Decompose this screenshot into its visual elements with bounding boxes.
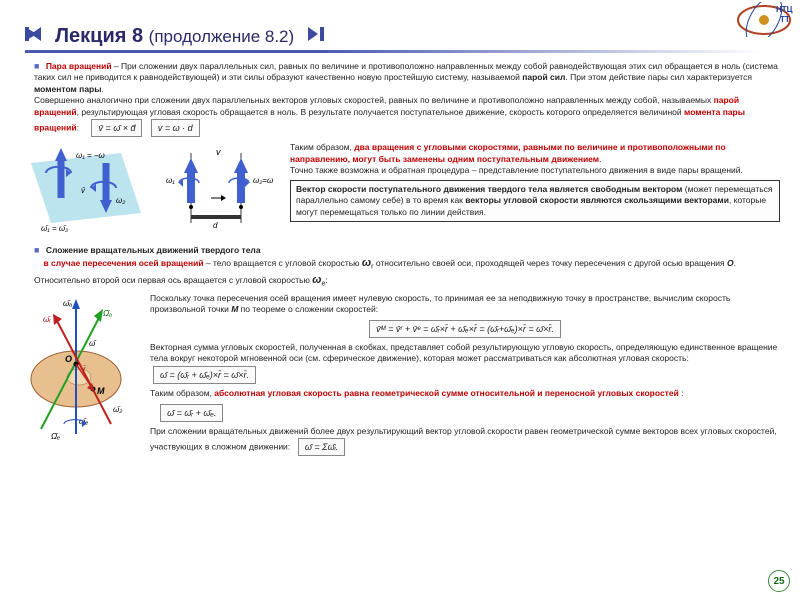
svg-text:ω̄₁ = ω̄₂: ω̄₁ = ω̄₂: [41, 224, 68, 233]
slide-content: ■ Пара вращений – При сложении двух пара…: [20, 58, 780, 457]
svg-text:ω̄ₐ: ω̄ₐ: [63, 299, 72, 308]
row-diagrams-2: ω̄ₐ Ω̄ₐ ω̄ᵣ O M r̄ ω̄ₑ ω̄₂ ω̄ Ω̄ₑ: [20, 293, 780, 457]
title-main: Лекция 8: [55, 25, 143, 47]
svg-text:ω̄: ω̄: [89, 339, 97, 348]
formula-vm: v̄ᴹ = v̄ʳ + v̄ᵉ = ω̄ᵣ×r̄ + ω̄ₑ×r̄ = (ω̄ᵣ…: [369, 320, 561, 338]
svg-text:ω₁ = −ω: ω₁ = −ω: [76, 151, 105, 160]
section2-head: Сложение вращательных движений твердого …: [46, 245, 261, 255]
title-underline: [25, 50, 765, 53]
bullet-icon: ■: [34, 245, 39, 255]
diagram-pair-rotation-1: ω₁ = −ω ω₂ v̄ ω̄₁ = ω̄₂: [20, 142, 152, 237]
svg-text:ω₁: ω₁: [166, 176, 175, 185]
nav-prev-icon[interactable]: [25, 25, 43, 48]
svg-text:d: d: [213, 221, 218, 230]
block2-text: Поскольку точка пересечения осей вращени…: [150, 293, 780, 457]
title-sub: (продолжение 8.2): [149, 27, 295, 46]
page-number: 25: [768, 570, 790, 592]
svg-text:O: O: [65, 354, 72, 364]
page-title: Лекция 8 (продолжение 8.2): [51, 25, 298, 48]
formula-omega-sum: ω̄ = (ω̄ᵣ + ω̄ₑ)×r̄ = ω̄×r̄.: [153, 366, 256, 384]
slide-header: Лекция 8 (продолжение 8.2): [25, 25, 324, 48]
section1-lead: Пара вращений: [46, 61, 112, 71]
diagram-pair-rotation-2: d v ω₁ ω₂=ω: [160, 142, 282, 237]
svg-text:ТТ: ТТ: [780, 15, 790, 24]
formula-v-vec: v̄ = ω̄ × d̄: [91, 119, 142, 137]
formula-omega-sigma: ω̄ = Σω̄ᵢ.: [298, 438, 345, 456]
svg-text:v: v: [216, 147, 221, 157]
diagram-sphere-rotation: ω̄ₐ Ω̄ₐ ω̄ᵣ O M r̄ ω̄ₑ ω̄₂ ω̄ Ω̄ₑ: [20, 293, 142, 448]
block1-infobox: Вектор скорости поступательного движения…: [290, 180, 780, 222]
section1-text: ■ Пара вращений – При сложении двух пара…: [34, 60, 780, 138]
svg-text:НТЦ: НТЦ: [776, 5, 793, 14]
svg-text:ω₂: ω₂: [116, 196, 125, 205]
svg-text:M: M: [97, 386, 105, 396]
svg-text:ω₂=ω: ω₂=ω: [253, 176, 273, 185]
formula-v-scalar: v = ω · d: [151, 119, 200, 137]
section2-text: ■ Сложение вращательных движений твердог…: [34, 244, 780, 289]
block1-text: Таким образом, два вращения с угловыми с…: [290, 142, 780, 222]
bullet-icon: ■: [34, 61, 39, 71]
svg-text:ω̄₂: ω̄₂: [113, 405, 122, 414]
nav-next-icon[interactable]: [306, 25, 324, 48]
svg-text:Ω̄ₐ: Ω̄ₐ: [103, 309, 112, 318]
svg-text:ω̄ᵣ: ω̄ᵣ: [43, 315, 51, 324]
formula-omega-re: ω̄ = ω̄ᵣ + ω̄ₑ.: [160, 404, 223, 422]
svg-text:Ω̄ₑ: Ω̄ₑ: [51, 432, 60, 441]
row-diagrams-1: ω₁ = −ω ω₂ v̄ ω̄₁ = ω̄₂ d v: [20, 142, 780, 237]
logo: НТЦ ТТ: [734, 2, 794, 37]
